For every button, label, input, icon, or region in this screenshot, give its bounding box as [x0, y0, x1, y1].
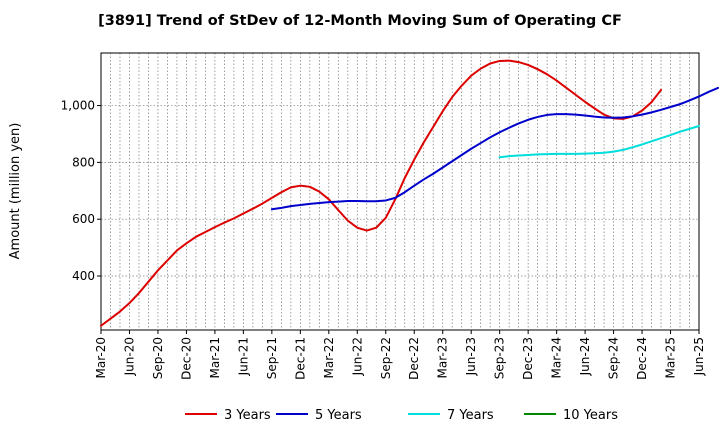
plot-area — [100, 52, 700, 331]
y-tick-label: 800 — [72, 155, 95, 169]
legend-label: 3 Years — [224, 408, 271, 423]
vertical-gridlines — [110, 53, 690, 330]
x-axis-ticks: Mar-20 Jun-20 Sep-20 Dec-20 Mar-21 Jun-21 Sep-… — [94, 330, 706, 380]
series-line — [100, 59, 663, 327]
x-tick-label: Sep-24 — [607, 337, 621, 379]
legend: 3 Years 5 Years 7 Years 10 Years — [185, 408, 618, 423]
horizontal-gridlines — [101, 105, 699, 277]
x-tick-label: Jun-22 — [350, 337, 364, 376]
x-tick-label: Sep-23 — [493, 337, 507, 379]
series-layer — [100, 59, 719, 327]
x-tick-label: Mar-23 — [436, 337, 450, 378]
x-tick-label: Sep-21 — [265, 337, 279, 379]
series-line — [498, 125, 700, 159]
x-tick-label: Mar-20 — [94, 337, 108, 378]
x-tick-label: Sep-20 — [151, 337, 165, 379]
chart-title: [3891] Trend of StDev of 12-Month Moving… — [98, 13, 622, 29]
x-tick-label: Dec-20 — [179, 337, 193, 380]
x-tick-label: Jun-20 — [122, 337, 136, 376]
legend-label: 5 Years — [315, 408, 362, 423]
y-tick-label: 600 — [72, 212, 95, 226]
x-tick-label: Sep-22 — [379, 337, 393, 379]
y-axis-label: Amount (million yen) — [8, 123, 23, 260]
x-tick-label: Dec-24 — [635, 337, 649, 380]
x-tick-label: Jun-23 — [464, 337, 478, 376]
y-axis-ticks: 400 600 800 1,000 — [61, 99, 101, 283]
legend-label: 10 Years — [563, 408, 618, 423]
x-tick-label: Mar-22 — [322, 337, 336, 378]
legend-label: 7 Years — [447, 408, 494, 423]
x-tick-label: Jun-21 — [236, 337, 250, 376]
series-line — [270, 86, 719, 211]
x-tick-label: Jun-25 — [692, 337, 706, 376]
x-tick-label: Mar-24 — [550, 337, 564, 378]
y-tick-label: 1,000 — [61, 99, 95, 113]
x-tick-label: Dec-23 — [521, 337, 535, 380]
x-tick-label: Dec-22 — [407, 337, 421, 380]
x-tick-label: Mar-25 — [664, 337, 678, 378]
x-tick-label: Jun-24 — [578, 337, 592, 376]
x-tick-label: Dec-21 — [293, 337, 307, 380]
x-tick-label: Mar-21 — [208, 337, 222, 378]
y-tick-label: 400 — [72, 269, 95, 283]
